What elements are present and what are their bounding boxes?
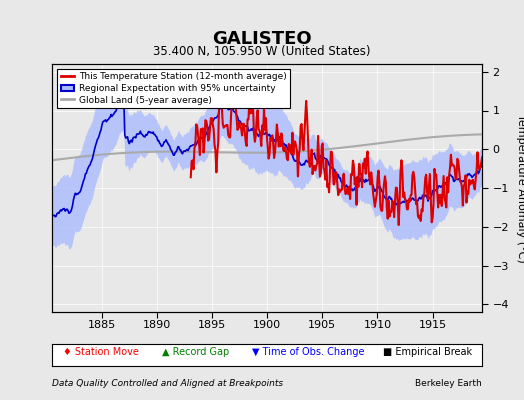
- Text: Data Quality Controlled and Aligned at Breakpoints: Data Quality Controlled and Aligned at B…: [52, 379, 283, 388]
- Text: Berkeley Earth: Berkeley Earth: [416, 379, 482, 388]
- Y-axis label: Temperature Anomaly (°C): Temperature Anomaly (°C): [516, 114, 524, 262]
- Text: ♦ Station Move: ♦ Station Move: [63, 347, 139, 357]
- Text: 35.400 N, 105.950 W (United States): 35.400 N, 105.950 W (United States): [153, 45, 371, 58]
- Text: ▲ Record Gap: ▲ Record Gap: [162, 347, 230, 357]
- Text: GALISTEO: GALISTEO: [212, 30, 312, 48]
- Legend: This Temperature Station (12-month average), Regional Expectation with 95% uncer: This Temperature Station (12-month avera…: [57, 68, 290, 108]
- Text: ▼ Time of Obs. Change: ▼ Time of Obs. Change: [252, 347, 364, 357]
- Text: ■ Empirical Break: ■ Empirical Break: [383, 347, 472, 357]
